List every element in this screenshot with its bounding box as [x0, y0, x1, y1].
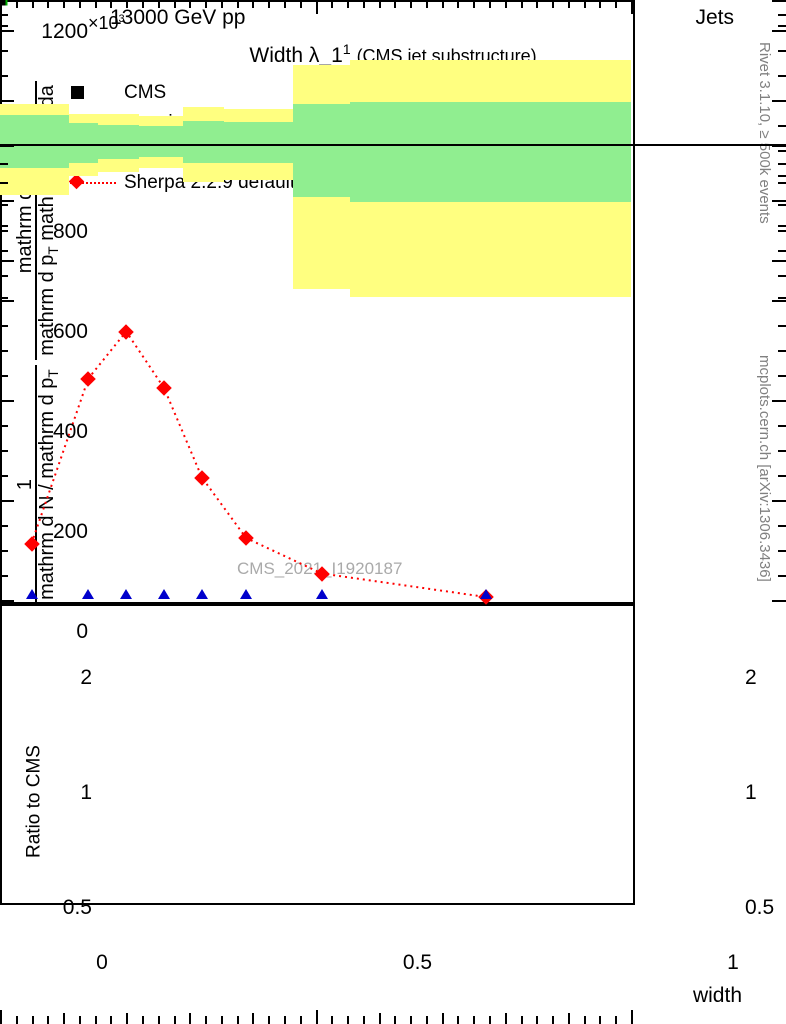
axis-tick — [772, 500, 786, 502]
axis-tick — [778, 350, 786, 352]
axis-tick — [778, 150, 786, 152]
axis-tick — [778, 425, 786, 427]
axis-tick — [778, 275, 786, 277]
ratio-y-tick-label-left: 2 — [80, 666, 92, 690]
ratio-y-tick-label-right: 1 — [745, 781, 757, 805]
legend-key-diamond-icon — [38, 173, 116, 193]
ratio-y-tick-label-right: 0.5 — [745, 896, 775, 919]
axis-tick — [772, 600, 786, 602]
y-tick-label: 800 — [52, 220, 88, 243]
legend-key-square-filled-icon — [38, 83, 116, 103]
x-tick-label: 0.5 — [402, 951, 433, 974]
axis-tick — [0, 525, 8, 527]
ratio-y-tick-label-right: 2 — [745, 666, 757, 690]
pythia-data-point — [479, 589, 492, 599]
axis-tick — [778, 450, 786, 452]
axis-tick — [0, 350, 8, 352]
pythia-data-point — [120, 589, 133, 599]
pythia-data-point — [25, 589, 38, 599]
title-text: Width — [249, 44, 304, 67]
axis-tick — [0, 100, 14, 102]
axis-tick — [778, 525, 786, 527]
axis-tick — [778, 25, 786, 27]
y-tick-label: 600 — [52, 320, 88, 343]
y-tick-label: 1200 — [41, 20, 88, 43]
axis-tick — [0, 425, 8, 427]
x-tick-label: 0 — [96, 951, 108, 974]
axis-tick — [778, 50, 786, 52]
y-scale-multiplier: ×103 — [88, 9, 125, 34]
legend-label: CMS — [124, 82, 167, 103]
axis-tick — [778, 375, 786, 377]
pythia-data-point — [82, 589, 95, 599]
pythia-data-point — [315, 589, 328, 599]
axis-tick — [0, 300, 14, 302]
title-symbol: λ_1 — [308, 44, 343, 67]
axis-tick — [0, 400, 14, 402]
axis-tick — [0, 250, 8, 252]
legend-entry-cms[interactable]: CMS — [38, 78, 295, 108]
pythia-data-point — [195, 589, 208, 599]
axis-tick — [0, 600, 14, 602]
y-tick-label: 200 — [52, 520, 88, 543]
axis-tick — [0, 575, 8, 577]
beam-energy-label: 13000 GeV pp — [110, 6, 246, 29]
axis-tick — [772, 200, 786, 202]
y-tick-label: 0 — [76, 620, 88, 643]
analysis-category-label: Jets — [695, 6, 734, 29]
pythia-data-point — [158, 589, 171, 599]
axis-tick — [778, 175, 786, 177]
axis-tick — [778, 325, 786, 327]
axis-tick — [778, 125, 786, 127]
axis-tick — [778, 550, 786, 552]
axis-tick — [0, 75, 8, 77]
ratio-y-tick-label-left: 0.5 — [62, 896, 92, 919]
axis-tick — [772, 0, 786, 2]
x-axis-title: width — [692, 984, 742, 1007]
axis-tick — [778, 225, 786, 227]
ratio-y-tick-label-left: 1 — [80, 781, 92, 805]
axis-tick — [772, 400, 786, 402]
axis-tick — [772, 100, 786, 102]
y-scale-text: ×10 — [88, 13, 119, 33]
axis-tick — [778, 250, 786, 252]
axis-tick — [0, 275, 8, 277]
pythia-data-point — [240, 589, 253, 599]
axis-tick — [0, 25, 8, 27]
axis-tick — [0, 325, 8, 327]
title-symbol-sup: 1 — [342, 42, 351, 58]
x-tick-label: 1 — [727, 951, 739, 974]
axis-tick — [0, 550, 8, 552]
axis-tick — [0, 375, 8, 377]
axis-tick — [778, 575, 786, 577]
axis-tick — [0, 500, 14, 502]
axis-tick — [778, 475, 786, 477]
cms-data-point — [0, 0, 6, 6]
legend-marker-square-filled-icon — [71, 86, 84, 99]
axis-tick — [0, 50, 8, 52]
axis-tick — [772, 300, 786, 302]
y-tick-label: 400 — [52, 420, 88, 443]
axis-tick — [0, 475, 8, 477]
axis-tick — [0, 450, 8, 452]
y-scale-exponent: 3 — [118, 13, 125, 25]
axis-tick — [0, 200, 14, 202]
axis-tick — [778, 75, 786, 77]
axis-tick — [0, 225, 8, 227]
